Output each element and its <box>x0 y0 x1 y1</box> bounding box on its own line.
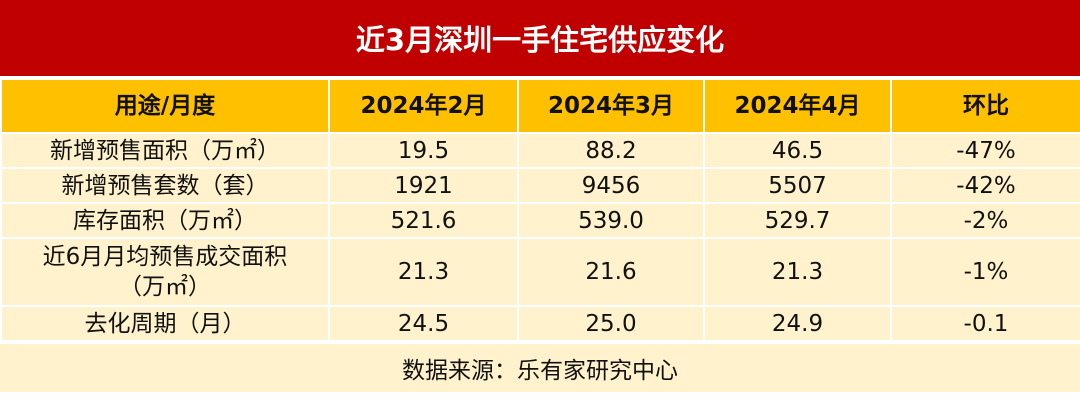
cell: 21.3 <box>703 237 892 307</box>
table-row: 去化周期（月） 24.5 25.0 24.9 -0.1 <box>0 305 1080 342</box>
source-note: 数据来源：乐有家研究中心 <box>0 342 1080 392</box>
cell: 25.0 <box>517 305 705 342</box>
row-label: 近6月月均预售成交面积（万㎡） <box>0 237 330 307</box>
cell: 24.5 <box>328 305 519 342</box>
cell: 19.5 <box>328 132 519 169</box>
row-label: 库存面积（万㎡） <box>0 202 330 239</box>
cell: 1921 <box>328 167 519 204</box>
header-cell: 2024年3月 <box>517 78 705 134</box>
data-table: 用途/月度 2024年2月 2024年3月 2024年4月 环比 新增预售面积（万㎡） 1… <box>0 78 1080 342</box>
cell: -1% <box>890 237 1080 307</box>
cell: 46.5 <box>703 132 892 169</box>
header-cell: 用途/月度 <box>0 78 330 134</box>
table-row: 库存面积（万㎡） 521.6 539.0 529.7 -2% <box>0 202 1080 239</box>
row-label: 去化周期（月） <box>0 305 330 342</box>
cell: -2% <box>890 202 1080 239</box>
table-row: 新增预售面积（万㎡） 19.5 88.2 46.5 -47% <box>0 132 1080 169</box>
cell: 21.6 <box>517 237 705 307</box>
cell: 539.0 <box>517 202 705 239</box>
table-body: 新增预售面积（万㎡） 19.5 88.2 46.5 -47% 新增预售套数（套） 1921 9… <box>0 132 1080 342</box>
table-row: 新增预售套数（套） 1921 9456 5507 -42% <box>0 167 1080 204</box>
header-cell: 2024年2月 <box>328 78 519 134</box>
cell: -0.1 <box>890 305 1080 342</box>
cell: 88.2 <box>517 132 705 169</box>
header-cell: 环比 <box>890 78 1080 134</box>
cell: 529.7 <box>703 202 892 239</box>
cell: 5507 <box>703 167 892 204</box>
cell: -42% <box>890 167 1080 204</box>
cell: 21.3 <box>328 237 519 307</box>
table-row: 近6月月均预售成交面积（万㎡） 21.3 21.6 21.3 -1% <box>0 237 1080 307</box>
header-row: 用途/月度 2024年2月 2024年3月 2024年4月 环比 <box>0 78 1080 134</box>
row-label: 新增预售套数（套） <box>0 167 330 204</box>
row-label: 新增预售面积（万㎡） <box>0 132 330 169</box>
title: 近3月深圳一手住宅供应变化 <box>0 0 1080 78</box>
cell: -47% <box>890 132 1080 169</box>
cell: 24.9 <box>703 305 892 342</box>
cell: 521.6 <box>328 202 519 239</box>
header-cell: 2024年4月 <box>703 78 892 134</box>
cell: 9456 <box>517 167 705 204</box>
